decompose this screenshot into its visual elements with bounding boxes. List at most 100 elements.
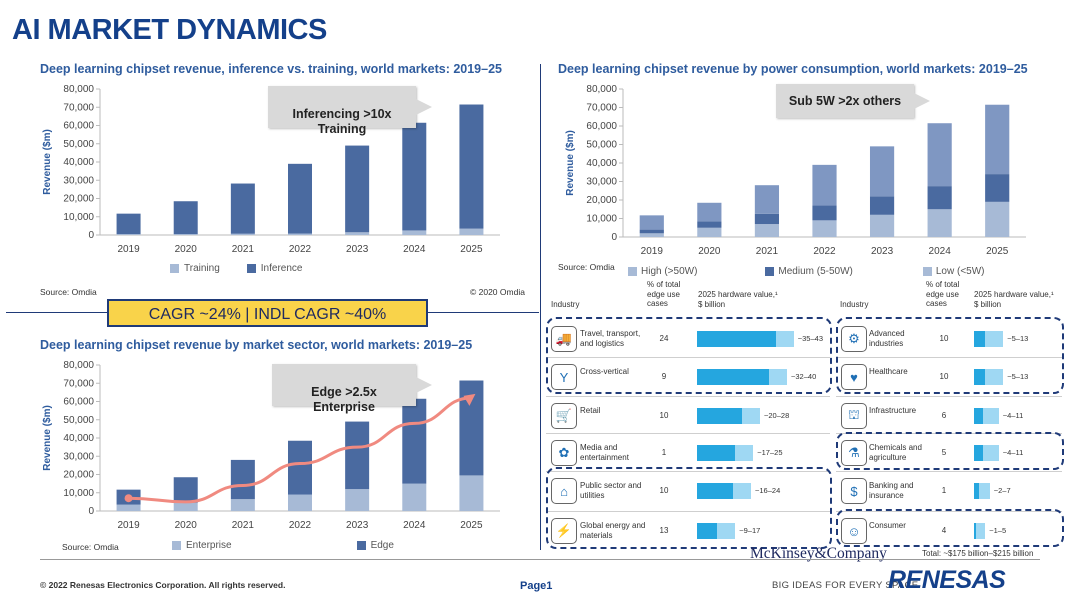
hw-value-bar-low — [697, 408, 742, 424]
legend-label-low: Low (<5W) — [935, 266, 985, 277]
bar-enterprise — [459, 475, 484, 511]
chart3-legend: Enterprise Edge — [172, 540, 394, 551]
legend-swatch-high — [628, 267, 637, 276]
x-tick-label: 2021 — [232, 244, 255, 255]
hw-value-bar-low — [974, 408, 983, 424]
bar-training — [116, 234, 141, 235]
x-tick-label: 2024 — [929, 246, 952, 257]
chart1-copyright: © 2020 Omdia — [470, 287, 525, 297]
table-row-industry: Public sector and utilities — [580, 481, 642, 500]
highlight-group-outline — [836, 509, 1064, 547]
chem-icon: ⚗ — [841, 440, 867, 466]
hw-value-bar-range — [717, 523, 736, 539]
hw-value-label: ~17–25 — [757, 448, 783, 457]
hw-value-bar-low — [974, 483, 979, 499]
x-tick-label: 2019 — [117, 244, 140, 255]
x-tick-label: 2022 — [289, 244, 312, 255]
chart3-callout-text: Edge >2.5x Enterprise — [311, 385, 377, 414]
highlight-group-outline — [836, 432, 1064, 470]
table-row-pct: 6 — [941, 411, 947, 420]
bar-medium-5-50w- — [639, 229, 664, 234]
hw-value-label: ~20–28 — [764, 411, 790, 420]
bar-inference — [402, 122, 427, 231]
bar-enterprise — [288, 494, 312, 511]
bar-low-5w- — [869, 146, 895, 197]
y-tick-label: 70,000 — [63, 378, 94, 389]
bar-low-5w- — [639, 215, 664, 230]
cagr-banner: CAGR ~24% | INDL CAGR ~40% — [107, 299, 428, 327]
hw-value-bar-range — [742, 408, 760, 424]
table-row-industry: Chemicals and agriculture — [869, 443, 922, 462]
hw-value-bar-low — [697, 523, 718, 539]
bar-high-50w- — [985, 201, 1010, 237]
trend-start-dot — [124, 494, 133, 503]
table-row-pct: 1 — [941, 486, 947, 495]
chart3-source: Source: Omdia — [62, 542, 119, 552]
chart1-callout-text: Inferencing >10x Training — [292, 107, 392, 136]
bar-high-50w- — [927, 209, 952, 237]
bar-training — [402, 230, 427, 235]
table-row-separator — [546, 471, 830, 472]
bar-training — [459, 228, 484, 235]
highlight-group-outline — [546, 317, 832, 394]
y-axis-label: Revenue ($m) — [565, 130, 576, 196]
bar-training — [345, 232, 370, 235]
page-number: Page1 — [520, 580, 553, 592]
x-tick-label: 2025 — [460, 244, 483, 255]
table-row-pct: 10 — [659, 411, 669, 420]
x-tick-label: 2024 — [403, 244, 426, 255]
table-row-pct: 24 — [659, 334, 669, 343]
bar-low-5w- — [697, 202, 722, 222]
trend-line — [128, 396, 472, 504]
hw-value-label: ~4–11 — [1002, 411, 1024, 420]
legend-label-high: High (>50W) — [641, 266, 698, 277]
table-row-separator — [546, 511, 830, 512]
bar-edge — [402, 398, 427, 484]
x-tick-label: 2023 — [871, 246, 894, 257]
x-tick-label: 2020 — [698, 246, 721, 257]
table-right-header-hw: 2025 hardware value,¹ $ billion — [974, 290, 1054, 309]
table-left-header-pct: % of total edge use cases — [647, 280, 681, 308]
hw-value-label: ~4–11 — [1002, 448, 1024, 457]
table-right-header-hw-label: 2025 hardware value,¹ — [974, 290, 1054, 299]
table-row-pct: 9 — [661, 372, 667, 381]
chart2-callout-text: Sub 5W >2x others — [788, 94, 902, 108]
bar-inference — [230, 183, 255, 234]
bar-training — [173, 234, 198, 235]
table-row-pct: 5 — [941, 448, 947, 457]
hw-value-bar-low — [697, 483, 733, 499]
table-left-header-industry: Industry — [551, 300, 580, 309]
x-tick-label: 2019 — [641, 246, 664, 257]
hw-value-bar-low — [697, 445, 736, 461]
footer-copyright: © 2022 Renesas Electronics Corporation. … — [40, 580, 286, 590]
hw-value-bar-range — [983, 408, 999, 424]
chart3-callout: Edge >2.5x Enterprise — [272, 364, 432, 414]
truck-icon: 🚚 — [551, 326, 577, 352]
bar-low-5w- — [754, 185, 780, 214]
legend-swatch-enterprise — [172, 541, 181, 550]
highlight-group-outline — [836, 317, 1064, 394]
y-tick-label: 70,000 — [586, 103, 617, 114]
bar-inference — [459, 104, 484, 229]
legend-label-inference: Inference — [260, 263, 303, 274]
renesas-logo: RENESAS — [888, 566, 1006, 594]
y-tick-label: 50,000 — [63, 139, 94, 150]
media-icon: ✿ — [551, 440, 577, 466]
hw-value-label: ~32–40 — [791, 372, 817, 381]
y-tick-label: 60,000 — [586, 121, 617, 132]
bar-medium-5-50w- — [927, 186, 952, 210]
x-tick-label: 2023 — [346, 244, 369, 255]
legend-swatch-low — [922, 267, 932, 276]
bar-high-50w- — [697, 227, 722, 237]
table-row-separator — [546, 357, 830, 358]
chart2-title: Deep learning chipset revenue by power c… — [558, 62, 1028, 76]
factory-icon: ⚙ — [841, 326, 867, 352]
page-title: AI MARKET DYNAMICS — [12, 14, 327, 46]
hw-value-bar-low — [974, 331, 986, 347]
table-row-separator — [546, 433, 830, 434]
y-tick-label: 20,000 — [63, 194, 94, 205]
bar-training — [288, 233, 312, 235]
table-row-separator — [836, 511, 1062, 512]
chart2-callout: Sub 5W >2x others — [776, 84, 930, 118]
bar-high-50w- — [639, 233, 664, 237]
